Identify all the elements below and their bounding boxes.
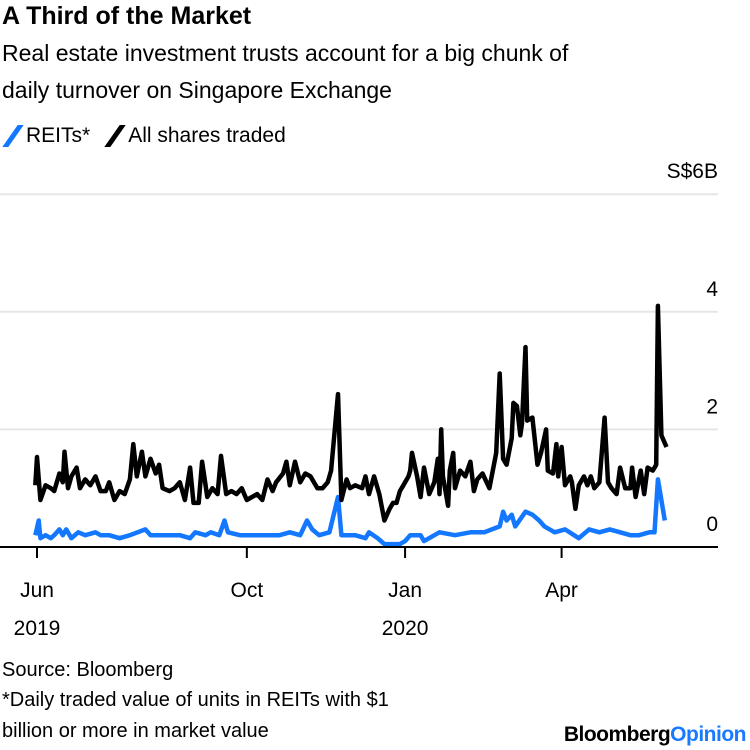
x-tick-label: Jan <box>388 579 422 602</box>
logo-part-2: Opinion <box>670 723 746 746</box>
legend: REITs* All shares traded <box>2 124 286 148</box>
bloomberg-opinion-logo: BloombergOpinion <box>563 723 747 747</box>
x-tick-label: Apr <box>545 579 578 602</box>
y-tick-label: 0 <box>706 513 718 536</box>
footnote-line-2: billion or more in market value <box>2 720 269 742</box>
x-tick-year-label: 2019 <box>14 617 61 640</box>
legend-label-reits: REITs* <box>26 124 91 147</box>
series-line-reits <box>33 477 668 547</box>
source-note: Source: Bloomberg <box>2 659 174 681</box>
x-tick-label: Jun <box>20 579 54 602</box>
y-tick-label: 2 <box>706 395 718 418</box>
logo-part-1: Bloomberg <box>563 723 671 746</box>
x-tick-year-label: 2020 <box>382 617 429 640</box>
y-tick-label: 4 <box>706 278 718 301</box>
y-tick-label: S$6B <box>667 160 718 183</box>
chart-title: A Third of the Market <box>2 2 252 30</box>
series-line-all-shares <box>33 303 669 523</box>
chart-subtitle-line-2: daily turnover on Singapore Exchange <box>2 77 392 103</box>
footnote-line-1: *Daily traded value of units in REITs wi… <box>2 689 389 711</box>
legend-label-all-shares: All shares traded <box>128 124 286 147</box>
x-tick-label: Oct <box>231 579 264 602</box>
chart-subtitle-line-1: Real estate investment trusts account fo… <box>2 40 569 66</box>
